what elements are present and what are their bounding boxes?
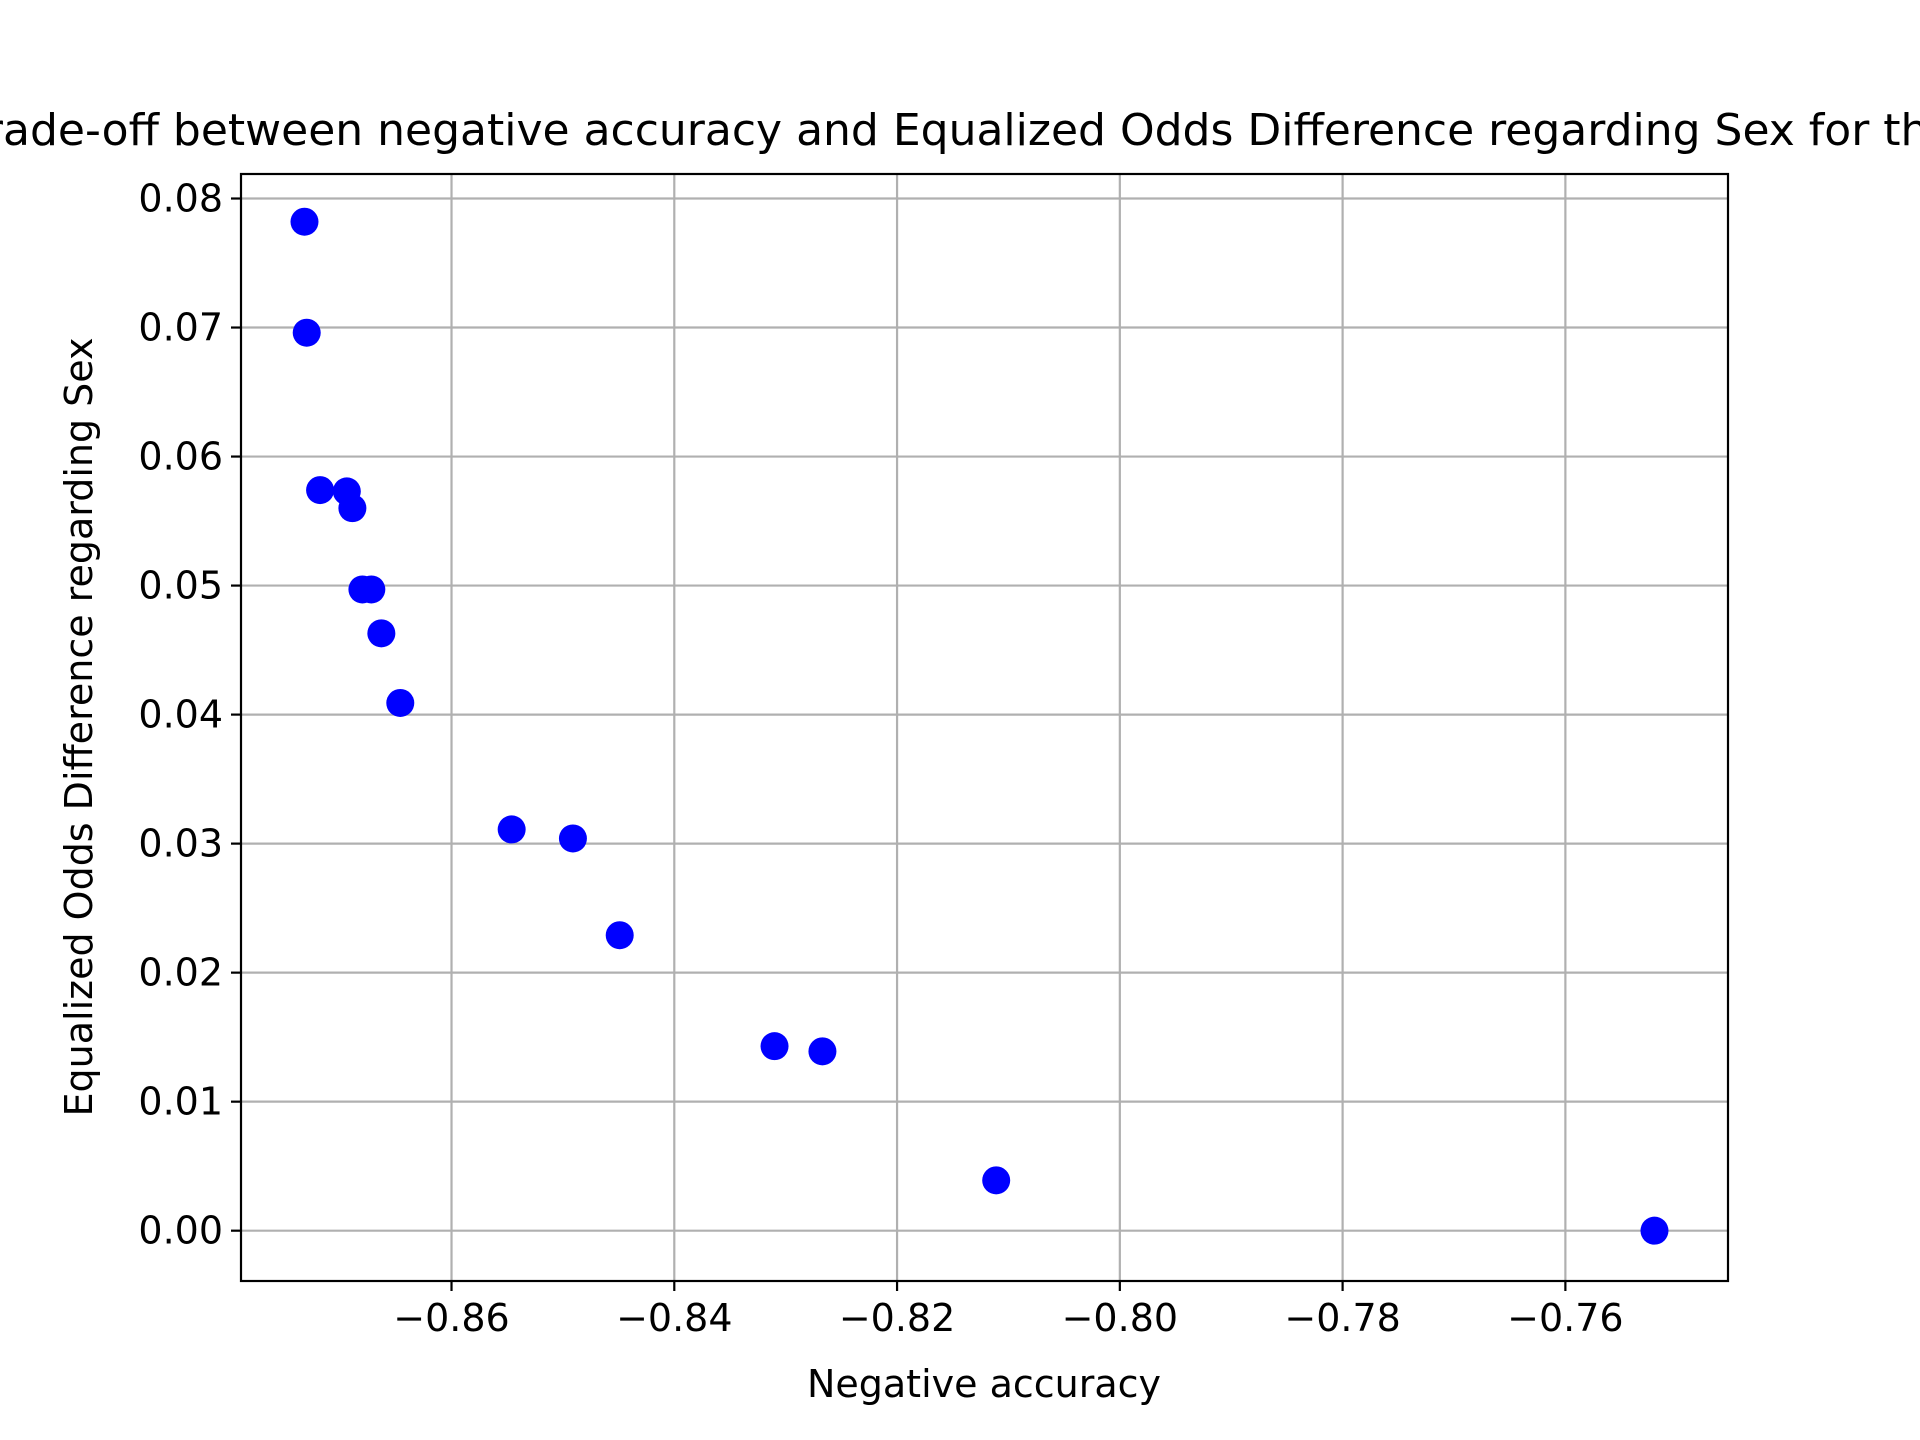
data-point bbox=[605, 921, 634, 950]
data-point bbox=[367, 619, 396, 648]
data-points bbox=[290, 207, 1669, 1245]
y-tick-label: 0.06 bbox=[138, 435, 223, 479]
y-tick-label: 0.03 bbox=[138, 822, 223, 866]
chart-title: Trade-off between negative accuracy and … bbox=[0, 105, 1920, 156]
y-tick-label: 0.04 bbox=[138, 693, 223, 737]
y-tick-label: 0.01 bbox=[138, 1080, 223, 1124]
data-point bbox=[306, 476, 335, 505]
y-axis-label: Equalized Odds Difference regarding Sex bbox=[57, 338, 101, 1117]
x-tick-label: −0.82 bbox=[839, 1296, 955, 1340]
data-point bbox=[290, 207, 319, 236]
plot-frame bbox=[239, 172, 1730, 1283]
data-point bbox=[1640, 1216, 1669, 1245]
y-tick-label: 0.07 bbox=[138, 306, 223, 350]
x-tick-label: −0.78 bbox=[1284, 1296, 1400, 1340]
data-point bbox=[982, 1166, 1011, 1195]
x-tick-label: −0.84 bbox=[616, 1296, 732, 1340]
y-tick-label: 0.08 bbox=[138, 177, 223, 221]
data-point bbox=[338, 494, 367, 523]
x-tick-label: −0.80 bbox=[1062, 1296, 1178, 1340]
data-point bbox=[386, 688, 415, 717]
x-axis-label: Negative accuracy bbox=[807, 1362, 1161, 1406]
data-point bbox=[292, 318, 321, 347]
data-point bbox=[558, 824, 587, 853]
y-tick-label: 0.02 bbox=[138, 951, 223, 995]
data-point bbox=[357, 575, 386, 604]
data-point bbox=[808, 1037, 837, 1066]
y-axis: 0.00 0.01 0.02 0.03 0.04 0.05 0.06 0.07 0.08 bbox=[138, 177, 241, 1253]
grid-lines bbox=[241, 174, 1728, 1281]
x-axis: −0.86 −0.84 −0.82 −0.80 −0.78 −0.76 bbox=[393, 1281, 1624, 1340]
y-tick-label: 0.05 bbox=[138, 564, 223, 608]
x-tick-label: −0.76 bbox=[1507, 1296, 1623, 1340]
y-tick-label: 0.00 bbox=[138, 1209, 223, 1253]
data-point bbox=[760, 1032, 789, 1061]
data-point bbox=[497, 815, 526, 844]
x-tick-label: −0.86 bbox=[393, 1296, 509, 1340]
